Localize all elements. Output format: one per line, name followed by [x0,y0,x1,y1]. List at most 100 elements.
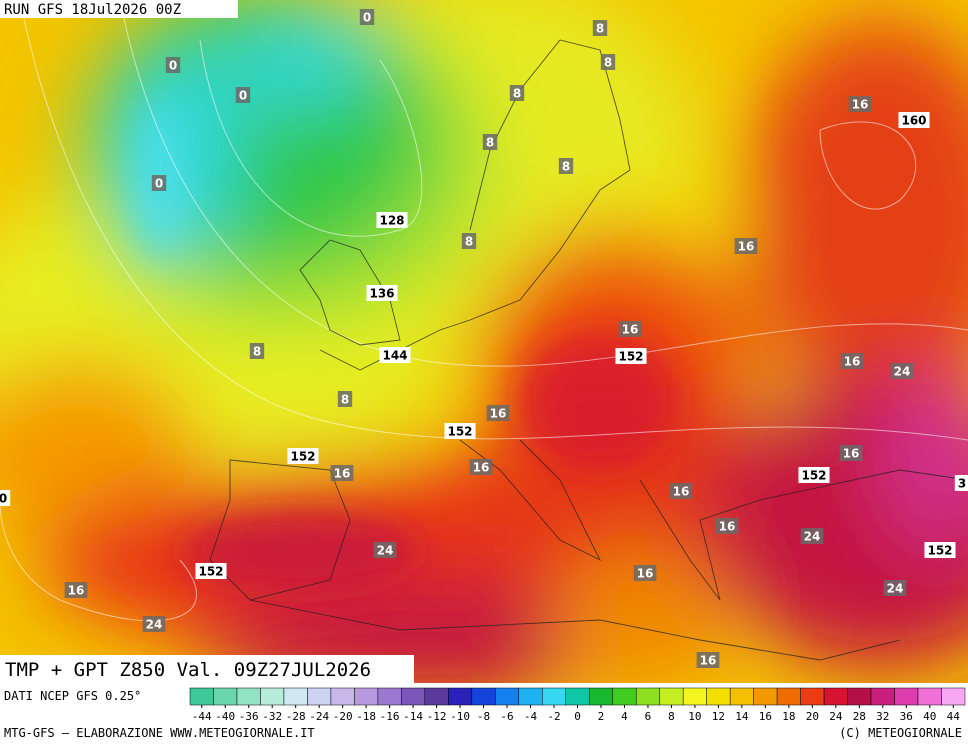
contour-label: 16 [669,483,693,499]
scale-swatch [307,687,332,706]
label-text: 152 [927,544,952,558]
contour-label: 8 [600,54,616,70]
scale-tick-label: -18 [356,710,376,723]
scale-swatch [495,687,520,706]
contour-label: 136 [366,285,398,301]
contour-label: 152 [798,467,830,483]
label-text: 16 [852,98,869,112]
scale-swatch [635,687,660,706]
scale-tick-label: -32 [262,710,282,723]
contour-label: 24 [142,616,166,632]
label-box [898,112,930,128]
label-text: 16 [334,467,351,481]
scale-swatch [729,687,754,706]
label-box [633,565,657,581]
label-box [615,348,647,364]
contour-label: 8 [249,343,265,359]
label-box [359,9,375,25]
label-text: 136 [369,287,394,301]
contour-label: 24 [373,542,397,558]
scale-tick-label: 24 [829,710,843,723]
label-text: 8 [562,160,570,174]
contour-label: 24 [883,580,907,596]
scale-swatch [189,687,214,706]
scale-swatch [377,687,402,706]
color-scale: -44 -40 -36 -32 -28 -24 -20 -18 -16 -14 -12 -10 -8 -6… [189,687,966,723]
scale-tick-label: -20 [333,710,353,723]
scale-tick-label: -2 [547,710,560,723]
label-text: 0 [155,177,163,191]
contour-labels: 0 0 0 0 8 8 8 8 8 8 8 8 128 136 144 152 152 152 152 152 152 1… [0,9,968,668]
scale-swatch [706,687,731,706]
contour-label: 152 [195,563,227,579]
contour-label: 152 [924,542,956,558]
contour-label: 16 [469,459,493,475]
scale-swatch [565,687,590,706]
scale-swatch [518,687,543,706]
contour-label: 16 [734,238,758,254]
scale-tick-label: 20 [806,710,819,723]
scale-tick-label: -8 [477,710,490,723]
scale-tick-label: -6 [500,710,513,723]
label-box [373,542,397,558]
contour-label: 16 [486,405,510,421]
contour-label: 152 [444,423,476,439]
label-text: 152 [801,469,826,483]
label-box [600,54,616,70]
contour-label: 0 [359,9,375,25]
run-info: RUN GFS 18Jul2026 00Z [4,2,181,18]
scale-swatch [682,687,707,706]
label-text: 144 [382,349,407,363]
contour-label: 128 [376,212,408,228]
contour-label: 0 [235,87,251,103]
scale-swatch [236,687,261,706]
contour-label: 160 [898,112,930,128]
contour-label: 0 [0,490,11,506]
scale-tick-label: 10 [688,710,701,723]
contour-label: 8 [482,134,498,150]
scale-swatch [776,687,801,706]
contour-label: 0 [151,175,167,191]
label-box [839,445,863,461]
label-text: 0 [0,492,7,506]
scale-swatch [800,687,825,706]
contour-label: 152 [615,348,647,364]
scale-tick-label: -4 [524,710,538,723]
label-text: 152 [198,565,223,579]
scale-swatch [870,687,895,706]
label-text: 16 [719,520,736,534]
scale-swatch [471,687,496,706]
label-box [696,652,720,668]
contours [0,0,968,622]
scale-tick-label: 14 [735,710,749,723]
label-box [379,347,411,363]
label-text: 16 [843,447,860,461]
scale-tick-label: 0 [574,710,581,723]
contour-label: 3 [954,475,968,491]
contour-label: 8 [558,158,574,174]
label-box [954,475,968,491]
contour-label: 16 [633,565,657,581]
label-box [715,518,739,534]
label-text: 0 [363,11,371,25]
scale-tick-label: -28 [286,710,306,723]
scale-swatch [354,687,379,706]
scale-swatch [917,687,942,706]
scale-swatch [260,687,285,706]
label-text: 16 [738,240,755,254]
contour-label: 16 [839,445,863,461]
label-text: 16 [473,461,490,475]
label-box [0,490,11,506]
label-box [376,212,408,228]
scale-swatch [894,687,919,706]
scale-tick-label: -12 [427,710,447,723]
label-text: 16 [637,567,654,581]
scale-tick-label: 18 [782,710,795,723]
run-box [0,0,238,18]
label-box [64,582,88,598]
label-text: 16 [844,355,861,369]
scale-tick-label: 4 [621,710,628,723]
scale-tick-label: 36 [900,710,913,723]
contour-label: 8 [461,233,477,249]
